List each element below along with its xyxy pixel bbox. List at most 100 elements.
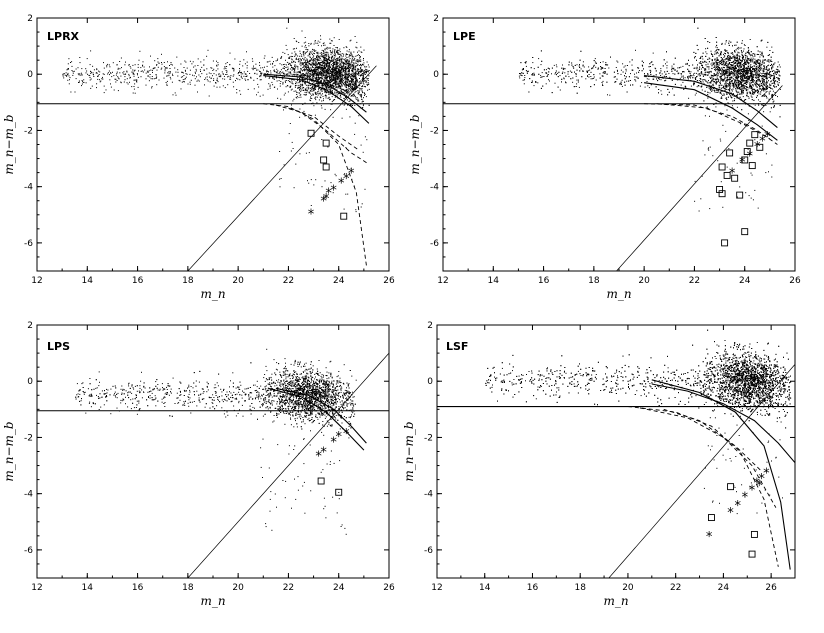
data-point — [309, 99, 311, 101]
data-point — [358, 90, 360, 92]
data-point — [320, 68, 321, 70]
data-point — [364, 85, 366, 87]
data-point — [89, 75, 91, 77]
data-point — [286, 49, 288, 51]
data-point — [179, 80, 181, 82]
data-point — [314, 88, 316, 90]
data-point — [293, 60, 295, 62]
data-point — [297, 80, 298, 82]
data-point — [540, 75, 542, 77]
data-point — [67, 63, 69, 65]
data-point — [710, 89, 712, 91]
data-point — [366, 66, 368, 68]
data-point — [328, 62, 330, 64]
data-point — [233, 86, 235, 88]
data-point — [118, 78, 120, 80]
data-point — [346, 65, 348, 67]
data-point — [109, 74, 110, 76]
data-point — [357, 81, 359, 83]
data-point — [331, 91, 333, 93]
data-point — [351, 87, 352, 89]
data-point — [357, 54, 359, 56]
data-point — [193, 75, 195, 77]
data-point — [329, 79, 331, 81]
data-point — [300, 94, 302, 96]
data-point — [259, 70, 260, 72]
data-point — [339, 56, 341, 57]
data-point — [360, 64, 362, 66]
data-point — [357, 73, 359, 75]
data-point — [334, 99, 336, 100]
data-point — [310, 59, 312, 61]
data-point — [711, 81, 713, 83]
data-point — [127, 83, 129, 85]
data-point — [329, 50, 331, 51]
data-point — [96, 83, 98, 85]
data-point — [77, 73, 79, 75]
data-point — [307, 61, 308, 63]
data-point — [300, 72, 301, 74]
data-point — [699, 62, 701, 64]
data-point — [354, 36, 356, 37]
data-point — [167, 75, 169, 77]
data-point — [715, 60, 717, 62]
data-point — [313, 87, 315, 89]
data-point — [201, 66, 203, 68]
data-point — [303, 81, 305, 83]
data-point — [340, 77, 342, 79]
data-point — [287, 91, 289, 93]
data-point — [720, 60, 722, 62]
data-point — [345, 82, 347, 84]
data-point — [305, 71, 307, 73]
data-point — [317, 78, 319, 80]
data-point — [322, 93, 323, 95]
data-point — [209, 76, 211, 78]
data-point — [305, 47, 307, 49]
data-point — [156, 76, 158, 78]
data-point — [304, 91, 306, 93]
data-point — [64, 74, 66, 76]
data-point — [660, 68, 662, 70]
data-point — [346, 77, 348, 79]
data-point — [591, 78, 593, 80]
data-point — [324, 86, 326, 88]
data-point — [362, 69, 364, 71]
data-point — [292, 68, 294, 70]
data-point — [337, 82, 339, 84]
data-point — [334, 69, 336, 70]
data-point — [752, 69, 753, 71]
data-point — [299, 75, 300, 77]
data-point — [335, 61, 337, 63]
data-point — [81, 73, 83, 75]
data-point — [758, 63, 760, 65]
data-point — [298, 71, 300, 73]
data-point — [264, 73, 266, 74]
data-point — [226, 73, 228, 75]
data-point — [170, 78, 172, 80]
data-point — [239, 70, 241, 72]
data-point — [302, 70, 303, 72]
data-point — [117, 77, 119, 79]
data-point — [354, 58, 356, 60]
data-point — [116, 80, 118, 81]
data-point — [197, 91, 198, 93]
data-point — [348, 69, 350, 71]
data-point — [210, 67, 212, 69]
data-point — [332, 60, 334, 62]
y-tick-label: 0 — [27, 70, 33, 80]
data-point — [328, 73, 330, 75]
data-point — [319, 92, 321, 94]
data-point — [289, 81, 291, 83]
data-point — [123, 73, 125, 75]
data-point — [186, 73, 188, 75]
data-point — [325, 85, 327, 87]
data-point — [328, 76, 330, 78]
data-point — [164, 72, 166, 74]
data-point — [62, 75, 64, 77]
data-point — [352, 105, 353, 106]
data-point — [650, 62, 652, 63]
data-point — [112, 71, 113, 73]
data-point — [360, 67, 361, 69]
data-point — [355, 86, 356, 88]
data-point — [341, 84, 343, 86]
